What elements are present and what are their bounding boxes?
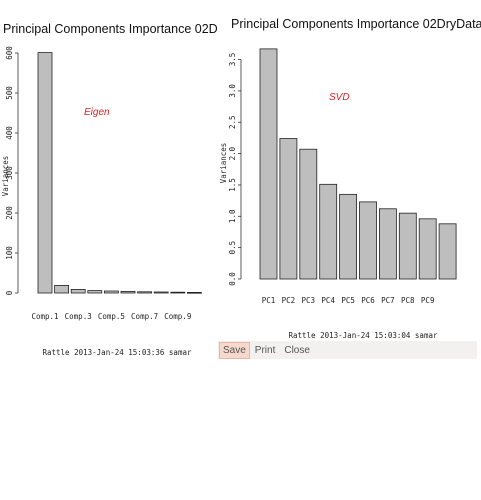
x-tick-label: PC6 xyxy=(361,296,375,305)
plot-toolbar: Save Print Close xyxy=(218,341,477,359)
x-tick-label: PC1 xyxy=(262,296,276,305)
bar xyxy=(137,291,153,294)
svd-chart: Principal Components Importance 02DryDat… xyxy=(219,17,481,340)
chart-annotation: SVD xyxy=(329,92,350,103)
chart-title: Principal Components Importance 02DryDat… xyxy=(3,22,218,36)
y-tick-label: 600 xyxy=(5,46,14,60)
save-button[interactable]: Save xyxy=(219,341,250,359)
bar xyxy=(70,288,86,294)
y-axis-label: Variances xyxy=(1,156,10,197)
y-tick-label: 2.5 xyxy=(228,115,237,129)
x-tick-label: PC7 xyxy=(381,296,395,305)
y-axis-label: Variances xyxy=(219,143,228,184)
bar xyxy=(170,291,186,294)
y-tick-label: 1.0 xyxy=(228,209,237,223)
bar xyxy=(359,201,377,280)
chart-footer: Rattle 2013-Jan-24 15:03:36 samar xyxy=(42,348,191,357)
y-tick-label: 500 xyxy=(5,86,14,100)
bar xyxy=(120,290,136,294)
bar xyxy=(54,284,69,294)
y-tick-label: 400 xyxy=(5,126,14,140)
x-tick-label: Comp.7 xyxy=(131,312,158,321)
bar xyxy=(87,290,103,294)
y-tick-label: 2.0 xyxy=(228,146,237,160)
x-tick-label: PC5 xyxy=(341,296,355,305)
x-tick-label: PC3 xyxy=(302,296,316,305)
chart-panel-svd: Principal Components Importance 02DryDat… xyxy=(218,0,481,345)
x-tick-label: PC8 xyxy=(401,296,415,305)
y-tick-label: 300 xyxy=(5,166,14,180)
x-tick-label: PC4 xyxy=(321,296,335,305)
bar xyxy=(279,138,298,280)
y-tick-label: 0.0 xyxy=(228,272,237,286)
bar xyxy=(378,208,397,280)
y-tick-label: 200 xyxy=(5,206,14,220)
x-tick-label: Comp.5 xyxy=(98,312,125,321)
bar xyxy=(37,52,53,294)
bar xyxy=(418,218,437,280)
chart-panel-eigen: Principal Components Importance 02DryDat… xyxy=(0,0,218,370)
y-tick-label: 3.5 xyxy=(228,53,237,67)
bar xyxy=(339,193,357,280)
bar xyxy=(319,183,338,280)
y-tick-label: 100 xyxy=(5,246,14,260)
x-tick-label: PC2 xyxy=(282,296,296,305)
chart-title: Principal Components Importance 02DryDat… xyxy=(231,17,481,31)
x-tick-label: Comp.9 xyxy=(164,312,191,321)
bar xyxy=(186,291,202,294)
close-button[interactable]: Close xyxy=(284,344,310,356)
bar xyxy=(438,223,457,280)
bar xyxy=(398,212,417,280)
eigen-chart: Principal Components Importance 02DryDat… xyxy=(1,22,218,357)
bar xyxy=(153,291,169,294)
print-button[interactable]: Print xyxy=(254,344,276,356)
x-tick-label: PC9 xyxy=(421,296,435,305)
y-tick-label: 3.0 xyxy=(228,84,237,98)
x-tick-label: Comp.1 xyxy=(31,312,58,321)
bar xyxy=(104,290,119,294)
x-tick-label: Comp.3 xyxy=(65,312,92,321)
bar xyxy=(259,48,278,280)
y-tick-label: 0.5 xyxy=(228,241,237,255)
chart-footer: Rattle 2013-Jan-24 15:03:04 samar xyxy=(288,331,437,340)
chart-annotation: Eigen xyxy=(84,107,110,118)
y-tick-label: 0 xyxy=(5,290,14,295)
y-tick-label: 1.5 xyxy=(228,178,237,192)
bar xyxy=(299,148,318,280)
